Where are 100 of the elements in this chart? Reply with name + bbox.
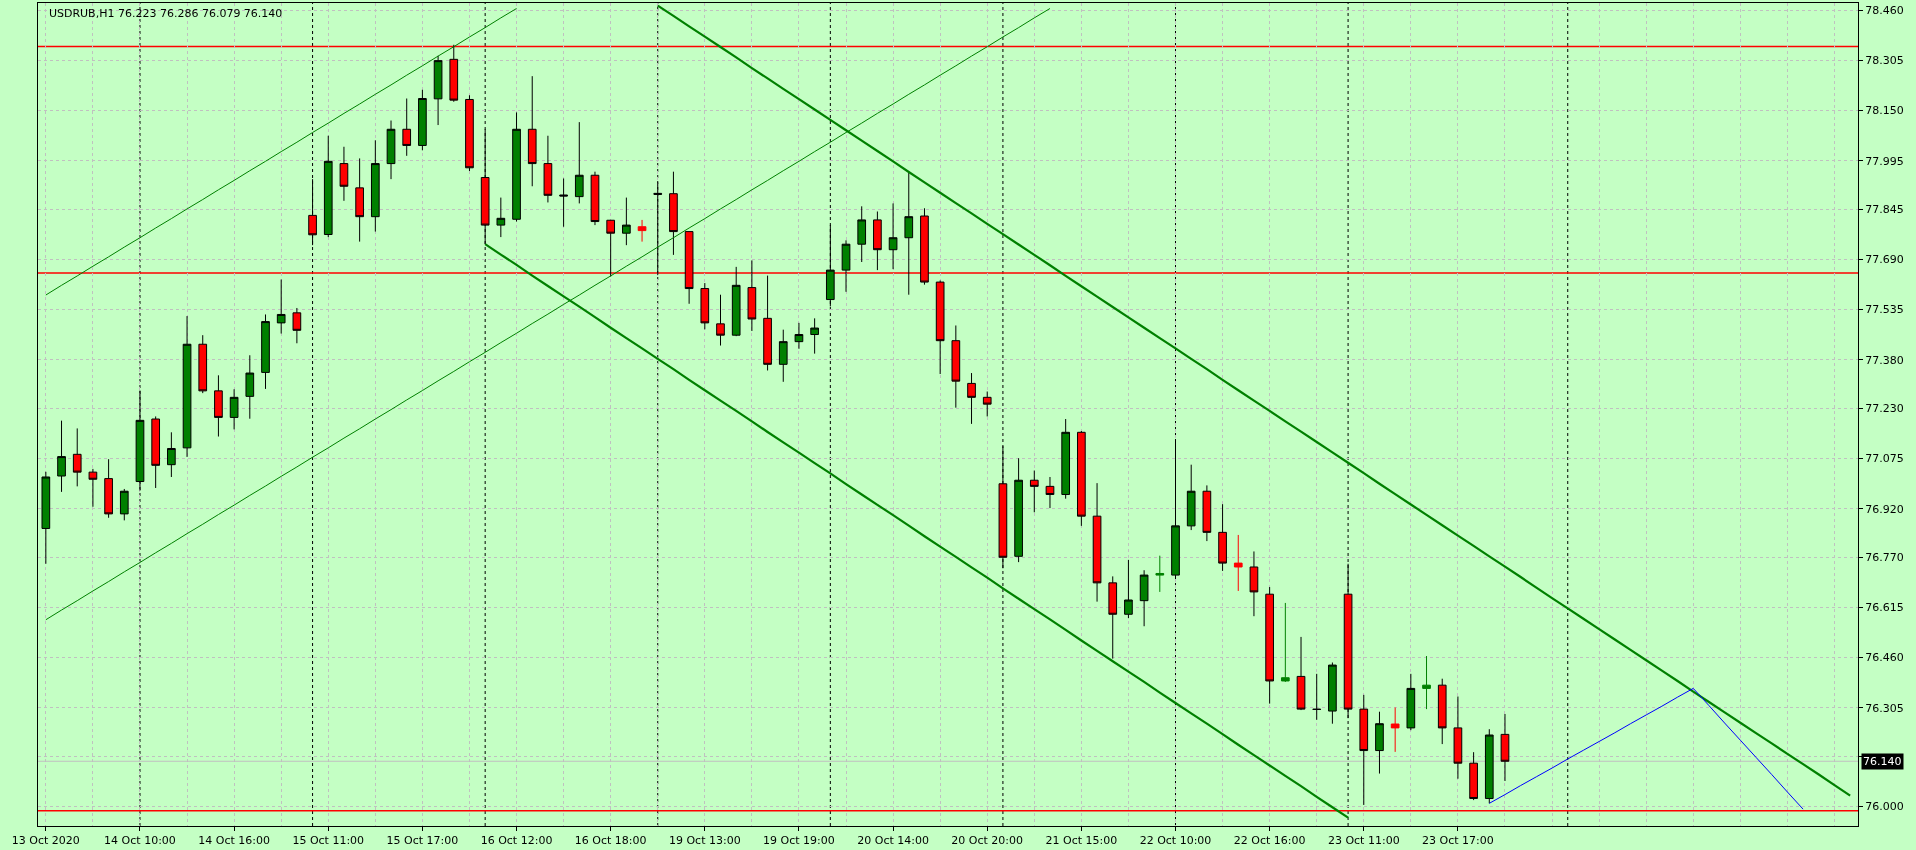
candlestick bbox=[1265, 586, 1274, 705]
y-tick-label: 77.995 bbox=[1865, 154, 1904, 168]
y-tick-label: 78.460 bbox=[1865, 3, 1904, 17]
x-tick-label: 16 Oct 18:00 bbox=[574, 834, 647, 848]
candlestick bbox=[214, 374, 223, 438]
candlestick bbox=[574, 121, 584, 204]
candlestick bbox=[292, 307, 302, 344]
candlestick bbox=[967, 372, 976, 425]
x-tick-label: 22 Oct 10:00 bbox=[1139, 834, 1212, 848]
candlestick bbox=[198, 334, 208, 394]
candlestick bbox=[1312, 673, 1322, 721]
candlestick bbox=[1469, 751, 1478, 801]
candlestick bbox=[731, 266, 741, 337]
y-tick-label: 77.845 bbox=[1865, 203, 1904, 217]
candlestick bbox=[1014, 457, 1023, 563]
candlestick bbox=[1328, 662, 1337, 725]
candlestick bbox=[182, 315, 192, 458]
candlestick bbox=[167, 431, 176, 478]
candlestick bbox=[386, 120, 396, 180]
y-tick-label: 77.690 bbox=[1865, 253, 1904, 267]
candlestick bbox=[41, 471, 51, 565]
candlestick bbox=[1500, 713, 1510, 782]
y-tick-label: 76.460 bbox=[1865, 651, 1904, 665]
candlestick bbox=[104, 458, 113, 519]
candlestick bbox=[527, 75, 537, 187]
candlestick bbox=[370, 139, 380, 233]
candlestick bbox=[261, 313, 270, 390]
x-tick-label: 14 Oct 16:00 bbox=[198, 834, 270, 848]
candlestick bbox=[1186, 464, 1196, 531]
candlestick bbox=[951, 324, 961, 409]
y-tick-label: 78.305 bbox=[1865, 54, 1904, 68]
candlestick bbox=[1422, 655, 1431, 710]
candlestick bbox=[449, 44, 459, 103]
candlestick bbox=[1139, 569, 1149, 627]
candlestick bbox=[229, 388, 239, 430]
x-tick-label: 19 Oct 19:00 bbox=[763, 834, 835, 848]
candlestick bbox=[402, 98, 412, 157]
candlestick bbox=[1296, 636, 1306, 711]
candlestick bbox=[496, 197, 506, 238]
candlestick bbox=[543, 135, 553, 203]
candlestick bbox=[88, 468, 98, 508]
candlestick bbox=[1155, 555, 1165, 593]
candlestick bbox=[935, 279, 945, 375]
candlestick bbox=[1343, 563, 1353, 719]
candlestick bbox=[904, 171, 914, 296]
candlestick bbox=[1045, 476, 1055, 509]
candlestick bbox=[1406, 673, 1416, 731]
candlestick bbox=[1249, 550, 1259, 617]
candlestick bbox=[119, 488, 129, 521]
candlestick bbox=[72, 427, 82, 487]
candlestick bbox=[590, 171, 600, 226]
x-tick-label: 16 Oct 12:00 bbox=[480, 834, 553, 848]
candlestick bbox=[465, 94, 474, 172]
candlestick bbox=[857, 205, 867, 263]
x-tick-label: 22 Oct 16:00 bbox=[1233, 834, 1306, 848]
candlestick bbox=[669, 171, 678, 256]
y-tick-label: 76.920 bbox=[1865, 502, 1904, 516]
y-tick-label: 77.230 bbox=[1865, 402, 1904, 416]
candlestick bbox=[763, 275, 772, 371]
candlestick bbox=[1233, 534, 1243, 592]
candlestick bbox=[245, 354, 255, 420]
y-tick-label: 77.535 bbox=[1865, 303, 1904, 317]
candlestick bbox=[323, 135, 333, 238]
candlestick bbox=[888, 202, 898, 270]
candlestick bbox=[794, 322, 804, 350]
x-tick-label: 20 Oct 14:00 bbox=[857, 834, 929, 848]
candlestick bbox=[700, 282, 710, 330]
candlestick bbox=[1092, 482, 1102, 603]
candlestick bbox=[355, 157, 364, 243]
candlestick bbox=[559, 177, 568, 228]
candlestick bbox=[1484, 728, 1494, 804]
line-series bbox=[1488, 687, 1804, 810]
y-tick-label: 76.770 bbox=[1865, 551, 1904, 565]
y-tick-label: 77.075 bbox=[1865, 452, 1904, 466]
candlestick bbox=[622, 197, 631, 246]
candlestick bbox=[418, 89, 427, 151]
candlestick bbox=[1202, 484, 1212, 542]
x-tick-label: 14 Oct 10:00 bbox=[104, 834, 176, 848]
candlestick bbox=[1061, 418, 1071, 500]
x-tick-label: 20 Oct 20:00 bbox=[951, 834, 1024, 848]
candlestick bbox=[810, 317, 819, 355]
candlestick bbox=[982, 391, 992, 417]
candlestick bbox=[873, 211, 882, 271]
candlestick bbox=[1390, 707, 1400, 753]
candlestick bbox=[1280, 602, 1290, 682]
candlestick bbox=[778, 329, 788, 383]
candlestick bbox=[1077, 430, 1086, 527]
candlestick bbox=[151, 415, 161, 489]
candlestick bbox=[716, 294, 725, 347]
x-tick-label: 23 Oct 17:00 bbox=[1422, 834, 1494, 848]
candlestick bbox=[339, 146, 349, 202]
x-tick-label: 13 Oct 2020 bbox=[11, 834, 80, 848]
line-series bbox=[45, 8, 518, 296]
candlestick bbox=[1437, 678, 1447, 745]
candlestick bbox=[637, 219, 647, 243]
candlestick bbox=[135, 390, 145, 492]
ref-line-label: 76.140 bbox=[1863, 755, 1902, 768]
candlestick bbox=[1218, 503, 1227, 572]
y-tick-label: 76.000 bbox=[1865, 800, 1904, 814]
x-tick-label: 15 Oct 11:00 bbox=[292, 834, 365, 848]
